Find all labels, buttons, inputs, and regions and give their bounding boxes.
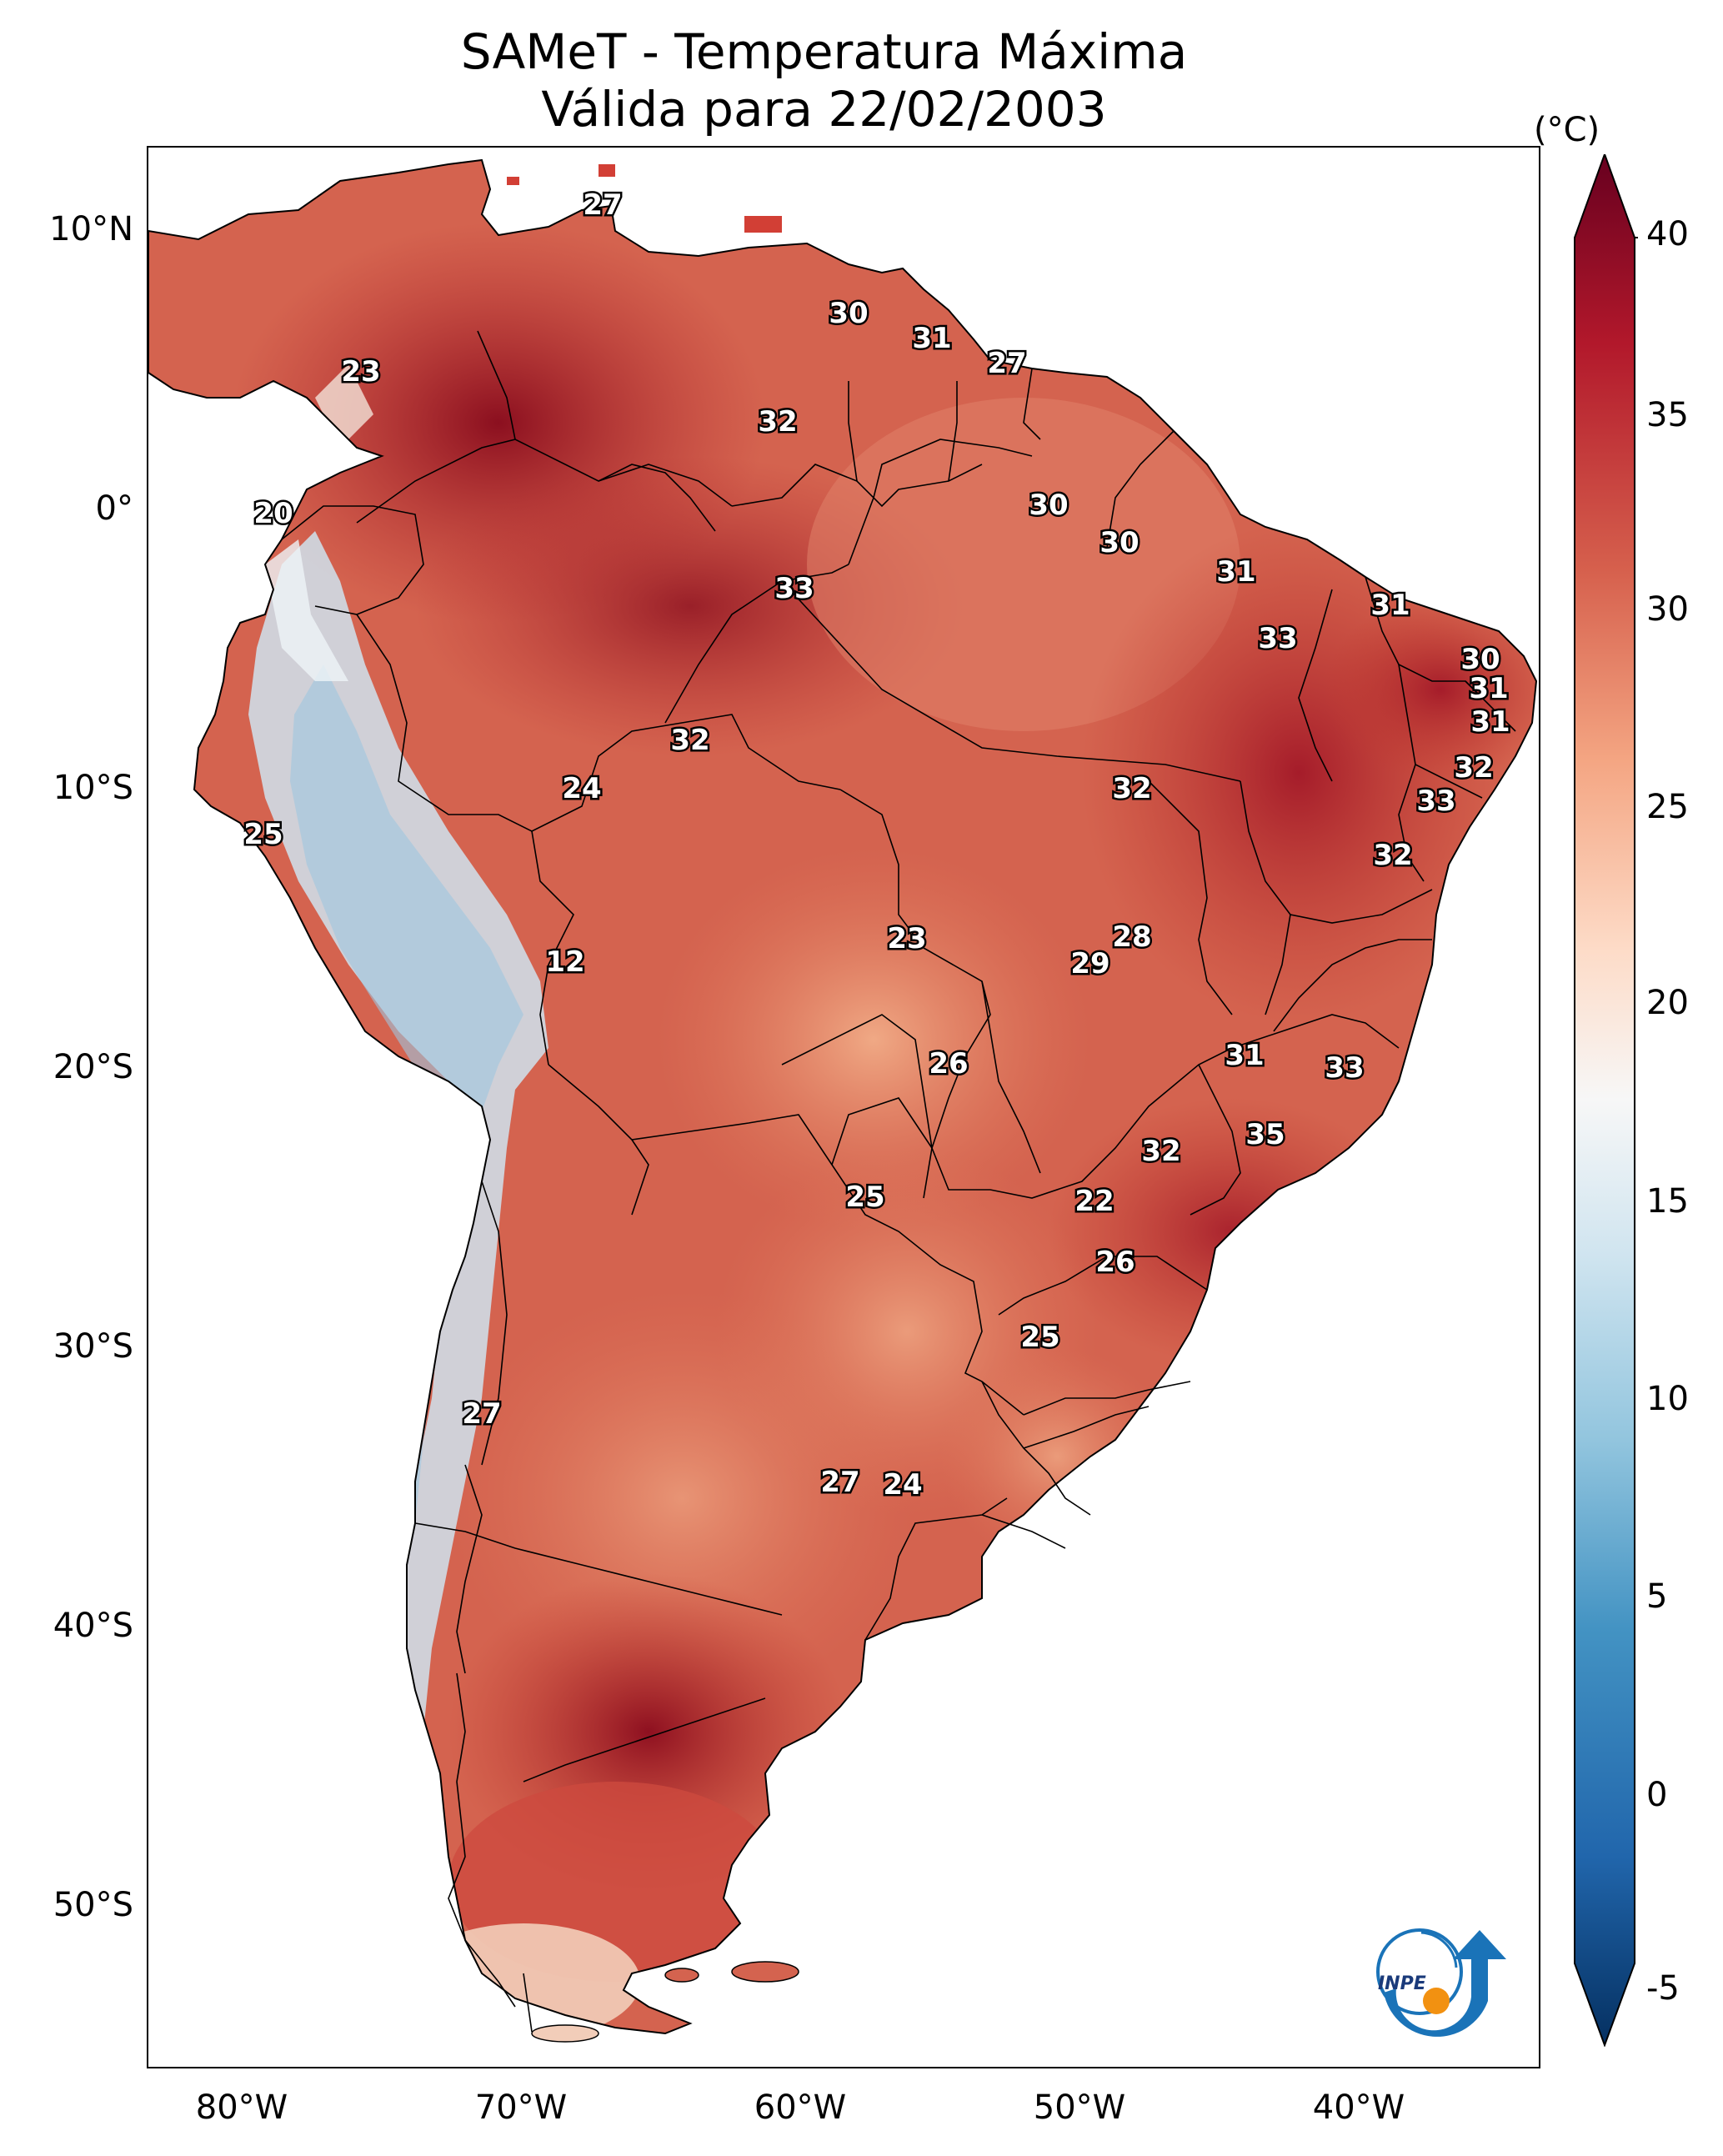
contour-label: 31 xyxy=(1470,705,1510,739)
contour-label: 27 xyxy=(583,188,622,222)
contour-label: 23 xyxy=(887,922,926,955)
inpe-logo-text: INPE xyxy=(1378,1973,1426,1994)
contour-label: 30 xyxy=(829,297,868,330)
lon-label: 80°W xyxy=(195,2088,288,2127)
lon-label: 40°W xyxy=(1312,2088,1405,2127)
contour-label: 32 xyxy=(670,724,709,757)
colorbar-tick: 0 xyxy=(1646,1776,1668,1814)
contour-label: 27 xyxy=(462,1397,501,1431)
colorbar-tick: 35 xyxy=(1646,396,1689,434)
contour-label: 30 xyxy=(1099,526,1139,559)
contour-label: 24 xyxy=(562,772,601,805)
contour-label: 32 xyxy=(1141,1135,1180,1168)
contour-label: 32 xyxy=(1373,839,1412,872)
lat-label: 40°S xyxy=(53,1607,133,1645)
contour-label: 33 xyxy=(1258,622,1297,655)
colorbar-tick: 25 xyxy=(1646,788,1689,826)
lat-label: 10°S xyxy=(53,769,133,807)
contour-label: 33 xyxy=(774,572,814,605)
contour-label: 30 xyxy=(1029,489,1068,522)
lon-label: 60°W xyxy=(754,2088,847,2127)
contour-label: 33 xyxy=(1325,1051,1364,1085)
contour-label: 25 xyxy=(845,1181,884,1214)
contour-label: 26 xyxy=(929,1047,968,1081)
contour-label: 30 xyxy=(1460,643,1500,676)
colorbar-tick: 10 xyxy=(1646,1380,1689,1418)
lat-label: 20°S xyxy=(53,1048,133,1086)
contour-label: 25 xyxy=(1020,1321,1059,1354)
lat-label: 30°S xyxy=(53,1327,133,1366)
colorbar-tick: 30 xyxy=(1646,590,1689,629)
colorbar-unit: (°C) xyxy=(1534,111,1600,149)
lon-label: 50°W xyxy=(1033,2088,1126,2127)
colorbar-tick: -5 xyxy=(1646,1969,1680,2008)
contour-label: 35 xyxy=(1245,1118,1285,1151)
contour-label: 33 xyxy=(1416,785,1455,818)
contour-label: 32 xyxy=(1112,772,1151,805)
contour-label: 29 xyxy=(1070,947,1109,980)
contour-label: 26 xyxy=(1095,1246,1134,1279)
contour-label: 27 xyxy=(987,347,1026,380)
contour-label: 22 xyxy=(1074,1185,1114,1218)
map-title-line2: Válida para 22/02/2003 xyxy=(541,81,1107,138)
contour-label: 24 xyxy=(883,1468,922,1502)
colorbar-tick: 5 xyxy=(1646,1577,1668,1616)
contour-label: 31 xyxy=(1469,672,1508,705)
contour-label: 25 xyxy=(243,818,283,851)
contour-label: 31 xyxy=(912,322,951,355)
contour-label: 28 xyxy=(1112,920,1151,954)
contour-label: 23 xyxy=(341,355,380,389)
colorbar xyxy=(1574,154,1638,2047)
inpe-logo: INPE xyxy=(1376,1928,1506,2037)
map-title-line1: SAMeT - Temperatura Máxima xyxy=(460,23,1188,80)
contour-label: 31 xyxy=(1216,555,1255,589)
lat-label: 0° xyxy=(95,489,133,528)
map-frame: 27 30 31 27 23 32 20 30 30 33 31 31 33 30 31 31 32 32 24 32… xyxy=(147,146,1540,2068)
contour-label: 32 xyxy=(758,405,797,439)
contour-label: 32 xyxy=(1454,751,1493,785)
contour-label: 31 xyxy=(1225,1039,1264,1072)
colorbar-tick: 20 xyxy=(1646,984,1689,1022)
colorbar-tick: 40 xyxy=(1646,215,1689,253)
contour-label: 20 xyxy=(253,497,293,530)
lon-label: 70°W xyxy=(474,2088,568,2127)
lat-label: 10°N xyxy=(49,210,133,248)
contour-label: 27 xyxy=(820,1466,859,1499)
contour-label: 31 xyxy=(1370,589,1410,622)
country-borders xyxy=(148,159,1537,2034)
lat-label: 50°S xyxy=(53,1886,133,1924)
colorbar-tick: 15 xyxy=(1646,1182,1689,1221)
contour-label: 12 xyxy=(545,945,584,979)
